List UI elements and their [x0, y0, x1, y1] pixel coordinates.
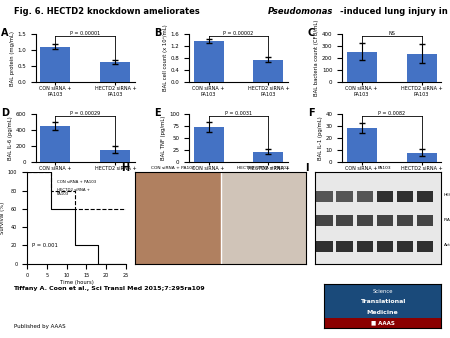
Bar — [417, 191, 433, 201]
Bar — [337, 191, 353, 201]
Text: CON siRNA + PA103: CON siRNA + PA103 — [151, 166, 194, 170]
Text: B: B — [154, 28, 162, 38]
Text: D: D — [1, 108, 9, 118]
Bar — [253, 59, 284, 82]
Bar — [377, 241, 393, 252]
Text: Pseudomonas: Pseudomonas — [268, 7, 333, 16]
Text: PA103: PA103 — [378, 166, 391, 170]
Bar — [417, 241, 433, 252]
Bar — [397, 241, 413, 252]
Bar — [316, 215, 333, 226]
Text: C: C — [308, 28, 315, 38]
Y-axis label: BAL IL-1 (pg/mL): BAL IL-1 (pg/mL) — [318, 116, 323, 160]
Y-axis label: BAL IL-6 (pg/mL): BAL IL-6 (pg/mL) — [8, 116, 13, 160]
Text: Actin: Actin — [444, 243, 450, 247]
Text: Science: Science — [372, 289, 393, 294]
Y-axis label: BAL bacteria count (CFU/mL): BAL bacteria count (CFU/mL) — [314, 20, 319, 96]
Y-axis label: BAL TNF (pg/mL): BAL TNF (pg/mL) — [161, 116, 166, 160]
Bar — [316, 191, 333, 201]
Text: Tiffany A. Coon et al., Sci Transl Med 2015;7:295ra109: Tiffany A. Coon et al., Sci Transl Med 2… — [14, 286, 205, 291]
Bar — [324, 318, 441, 328]
Y-axis label: BAL cell count (x 10⁶/mL): BAL cell count (x 10⁶/mL) — [163, 25, 168, 91]
Text: P = 0.0082: P = 0.0082 — [378, 111, 405, 116]
X-axis label: Time (hours): Time (hours) — [59, 280, 94, 285]
Bar — [356, 191, 373, 201]
Bar — [407, 152, 436, 162]
Bar — [356, 215, 373, 226]
Text: P = 0.0031: P = 0.0031 — [225, 111, 252, 116]
Bar — [194, 41, 224, 82]
Bar — [397, 215, 413, 226]
Text: H: H — [122, 163, 130, 173]
Bar — [40, 126, 70, 162]
Text: NS: NS — [388, 31, 395, 36]
Bar — [356, 241, 373, 252]
Text: ■ AAAS: ■ AAAS — [370, 320, 395, 325]
Text: P = 0.00001: P = 0.00001 — [70, 31, 100, 36]
Bar — [417, 215, 433, 226]
Text: I: I — [305, 163, 308, 173]
Bar — [337, 241, 353, 252]
Bar — [377, 191, 393, 201]
Text: HECTD2 siRNA +
PA103: HECTD2 siRNA + PA103 — [57, 188, 90, 196]
Text: Fig. 6. HECTD2 knockdown ameliorates: Fig. 6. HECTD2 knockdown ameliorates — [14, 7, 202, 16]
Text: Medicine: Medicine — [367, 310, 398, 315]
Bar — [346, 52, 377, 82]
Bar — [100, 62, 130, 82]
Bar — [377, 215, 393, 226]
Text: HECTD2 siRNA + PA103: HECTD2 siRNA + PA103 — [238, 166, 289, 170]
Text: F: F — [308, 108, 314, 118]
Text: CON siRNA + PA103: CON siRNA + PA103 — [57, 180, 96, 184]
Bar — [40, 47, 70, 82]
Text: PIAS1: PIAS1 — [444, 218, 450, 222]
Bar — [346, 128, 377, 162]
Text: E: E — [154, 108, 161, 118]
Text: P = 0.001: P = 0.001 — [32, 243, 58, 248]
Bar — [100, 150, 130, 162]
Bar — [407, 54, 436, 82]
Text: P = 0.00002: P = 0.00002 — [223, 31, 254, 36]
Bar — [397, 191, 413, 201]
Bar — [253, 151, 284, 162]
Bar — [194, 127, 224, 162]
Bar — [337, 215, 353, 226]
Y-axis label: Survival (%): Survival (%) — [0, 202, 5, 234]
Y-axis label: BAL protein (mg/mL): BAL protein (mg/mL) — [10, 30, 15, 86]
Text: Published by AAAS: Published by AAAS — [14, 324, 65, 330]
Text: HECTD2: HECTD2 — [444, 193, 450, 197]
Text: A: A — [1, 28, 9, 38]
Text: -induced lung injury in vivo.: -induced lung injury in vivo. — [340, 7, 450, 16]
Bar — [316, 241, 333, 252]
Text: Translational: Translational — [360, 299, 405, 304]
Text: P = 0.00029: P = 0.00029 — [70, 111, 100, 116]
